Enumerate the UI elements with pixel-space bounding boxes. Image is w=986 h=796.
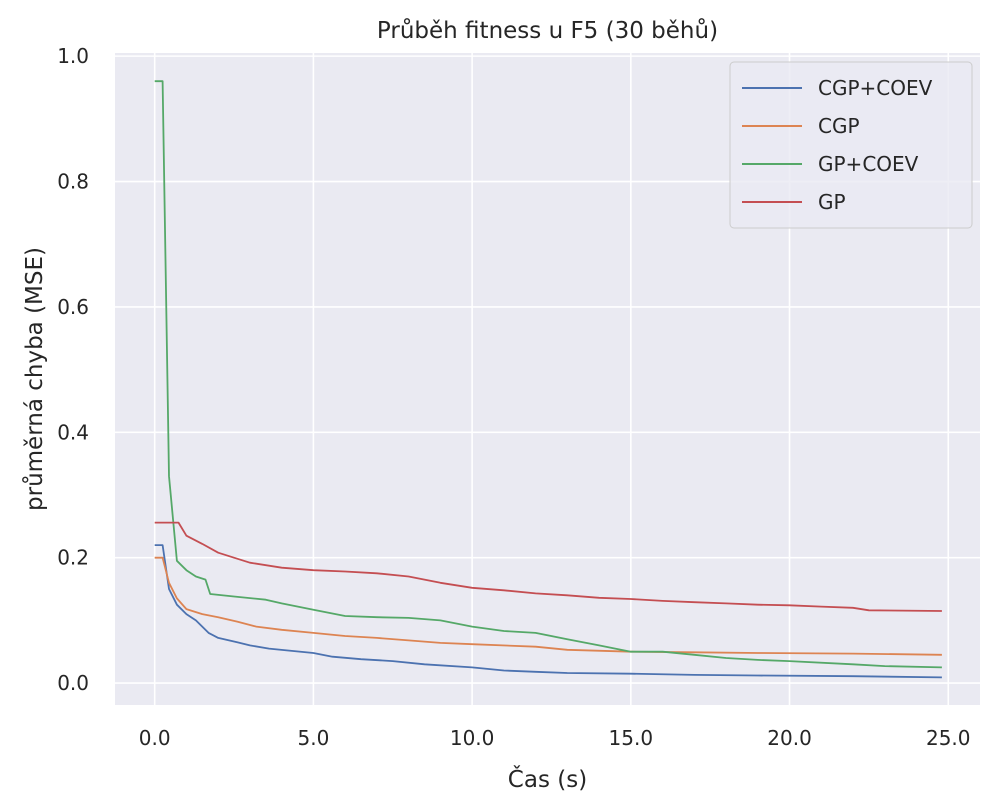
x-tick-label: 5.0 <box>297 726 329 750</box>
series-line-gp <box>154 521 942 612</box>
x-tick-label: 25.0 <box>926 726 971 750</box>
x-axis-label: Čas (s) <box>508 765 587 793</box>
chart-title: Průběh fitness u F5 (30 běhů) <box>377 17 718 44</box>
legend-label-gp: GP <box>818 190 846 214</box>
series-line-cgp-coev <box>154 544 942 679</box>
y-tick-label: 0.8 <box>57 170 89 194</box>
x-tick-label: 20.0 <box>767 726 812 750</box>
y-tick-label: 0.6 <box>57 295 89 319</box>
y-tick-labels: 0.0 0.2 0.4 0.6 0.8 1.0 <box>57 44 89 695</box>
legend-label-cgp-coev: CGP+COEV <box>818 76 933 100</box>
y-tick-label: 0.2 <box>57 546 89 570</box>
legend-box <box>729 61 973 229</box>
legend-label-cgp: CGP <box>818 114 860 138</box>
series-line-gp-coev <box>154 80 942 669</box>
y-tick-label: 0.0 <box>57 671 89 695</box>
series-lines <box>154 80 942 679</box>
x-tick-label: 15.0 <box>609 726 654 750</box>
x-tick-labels: 0.0 5.0 10.0 15.0 20.0 25.0 <box>139 726 971 750</box>
legend: CGP+COEV CGP GP+COEV GP <box>729 61 973 229</box>
y-tick-label: 0.4 <box>57 420 89 444</box>
legend-label-gp-coev: GP+COEV <box>818 152 919 176</box>
y-axis-label: průměrná chyba (MSE) <box>21 247 48 511</box>
y-tick-label: 1.0 <box>57 44 89 68</box>
x-tick-label: 0.0 <box>139 726 171 750</box>
x-tick-label: 10.0 <box>450 726 495 750</box>
